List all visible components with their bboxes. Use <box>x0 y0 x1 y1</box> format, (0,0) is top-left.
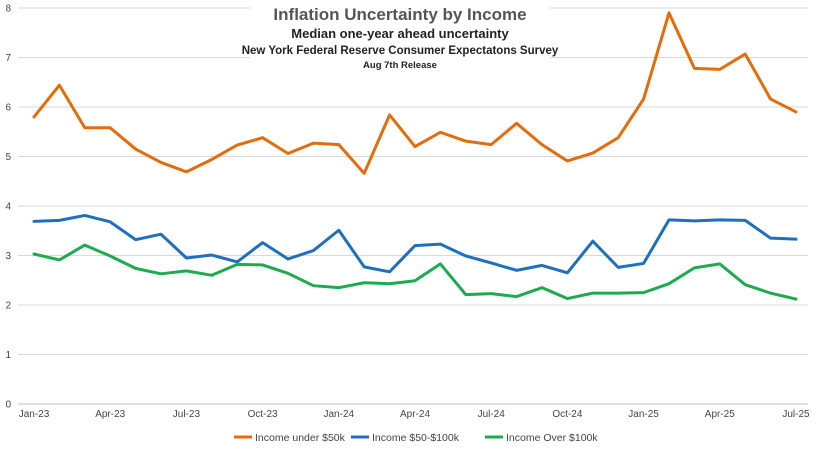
y-tick-label: 1 <box>5 350 11 361</box>
y-tick-label: 3 <box>5 251 11 262</box>
x-tick-label: Apr-24 <box>400 409 430 420</box>
y-tick-label: 4 <box>5 202 11 213</box>
y-axis: 0 1 2 3 4 5 6 7 8 <box>5 4 11 411</box>
y-tick-label: 8 <box>5 4 11 15</box>
x-tick-label: Jan-23 <box>19 409 50 420</box>
series-lines <box>32 11 798 301</box>
series-line-3 <box>32 243 798 301</box>
chart-title: Inflation Uncertainty by Income <box>273 5 526 24</box>
y-tick-label: 7 <box>5 53 11 64</box>
y-tick-label: 6 <box>5 103 11 114</box>
series-line-1 <box>32 11 798 175</box>
legend: Income under $50k Income $50-$100k Income … <box>234 432 598 444</box>
chart-subtitle: Median one-year ahead uncertainty <box>291 26 509 41</box>
title-block: Inflation Uncertainty by Income Median o… <box>242 2 559 74</box>
x-tick-label: Jul-25 <box>782 409 810 420</box>
chart-release: Aug 7th Release <box>363 60 437 71</box>
y-tick-label: 5 <box>5 152 11 163</box>
series-line-2 <box>32 213 798 275</box>
x-axis: Jan-23 Apr-23 Jul-23 Oct-23 Jan-24 Apr-24 Jul-… <box>18 403 810 420</box>
x-tick-label: Apr-25 <box>705 409 735 420</box>
x-tick-label: Jul-23 <box>173 409 201 420</box>
legend-label: Income $50-$100k <box>372 432 460 444</box>
x-tick-label: Oct-23 <box>248 409 278 420</box>
chart-source: New York Federal Reserve Consumer Expect… <box>242 45 559 57</box>
legend-label: Income under $50k <box>255 432 346 444</box>
x-tick-label: Jul-24 <box>478 409 506 420</box>
x-tick-label: Jan-25 <box>628 409 659 420</box>
y-tick-label: 2 <box>5 301 11 312</box>
x-tick-label: Jan-24 <box>324 409 355 420</box>
x-tick-label: Oct-24 <box>552 409 582 420</box>
y-tick-label: 0 <box>5 400 11 411</box>
x-tick-label: Apr-23 <box>95 409 125 420</box>
legend-label: Income Over $100k <box>506 432 598 444</box>
title-backdrop <box>250 2 550 74</box>
